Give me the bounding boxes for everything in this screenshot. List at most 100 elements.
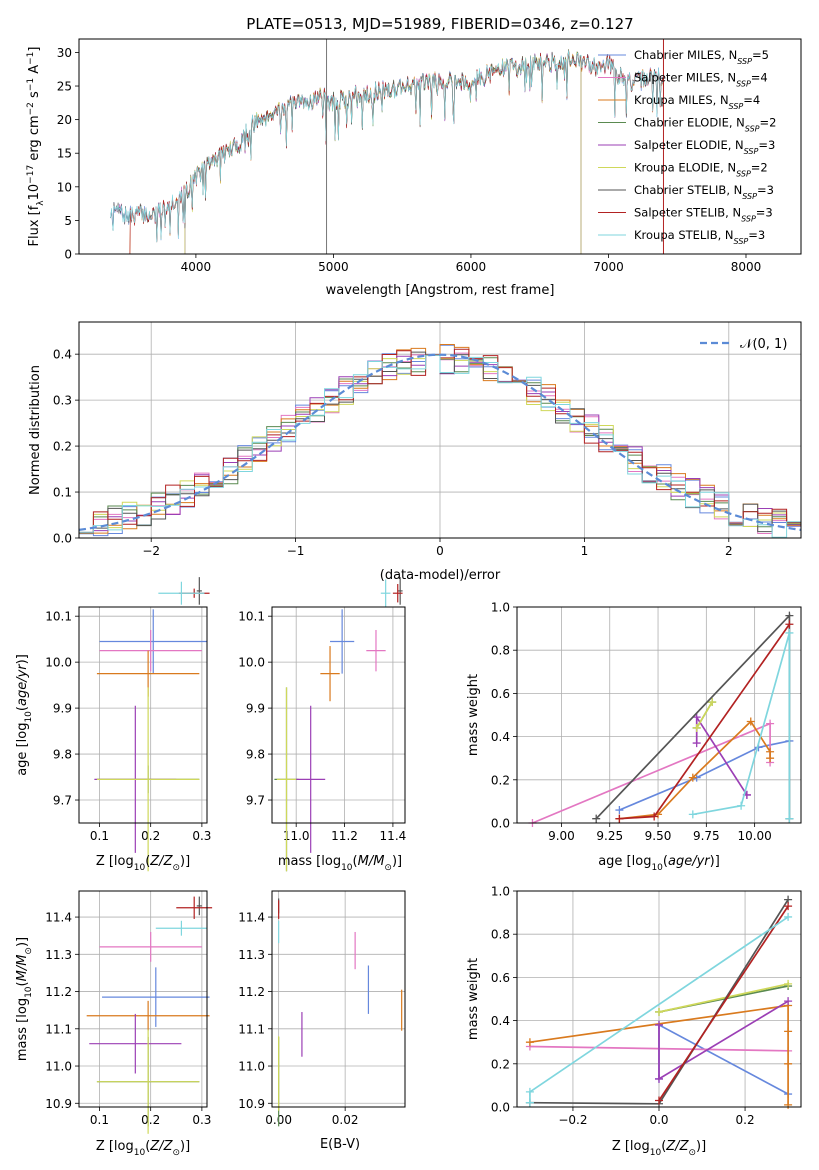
weight-point — [655, 1096, 663, 1105]
age-vs-z-x-axis-label-part: ⊙ — [172, 863, 180, 873]
age-vs-z-x-axis-label-part: Z [log — [96, 854, 134, 869]
y-tick-label: 10 — [57, 180, 72, 194]
spectrum-y-axis-label-part: λ — [36, 200, 46, 206]
mass-vs-z-y-axis-label: mass [log10(M/M⊙)] — [15, 937, 34, 1061]
weight-point — [688, 810, 697, 819]
y-tick-label: 0.4 — [491, 1014, 510, 1028]
y-tick-label: 10.9 — [45, 1097, 72, 1111]
legend-entry-count: =3 — [758, 138, 775, 152]
legend-entry: Salpeter MILES, NSSP=4 — [634, 71, 768, 89]
age_vs_mass-errorbars — [274, 577, 403, 872]
y-tick-label: 25 — [57, 80, 72, 94]
x-tick-label: 0.1 — [90, 1113, 109, 1127]
weight-point — [785, 620, 794, 629]
y-tick-label: 0.4 — [491, 730, 510, 744]
age_vs_mass-frame — [271, 606, 406, 824]
age-vs-z-x-axis-label-part: 10 — [134, 863, 146, 873]
legend-entry-sub: SSP — [729, 102, 744, 111]
y-tick-label: 11.2 — [238, 985, 265, 999]
weight-point — [766, 719, 775, 728]
weight-point — [692, 723, 701, 732]
spectrum-y-axis-label-part: ] — [27, 47, 42, 52]
weight-point — [784, 997, 793, 1006]
weight-line — [658, 905, 789, 1101]
spectrum-y-axis-label-part: A — [27, 65, 42, 78]
legend-entry-sub: SSP — [734, 237, 749, 246]
spectrum-y-axis-label-part: s — [27, 91, 42, 102]
y-tick-label: 5 — [64, 214, 72, 228]
weight-point — [692, 713, 701, 722]
legend-entry-count: =2 — [760, 116, 777, 130]
mass-vs-z-x-axis-label-part: ⊙ — [172, 1148, 180, 1158]
spectrum-y-axis-label: Flux [fλ10−17 erg cm−2 s−1 A−1] — [26, 47, 46, 247]
age-vs-z-x-axis-label-part: ( — [145, 854, 150, 869]
mass-vs-z-y-axis-label-part: )] — [15, 937, 30, 947]
y-tick-label: 0.6 — [491, 971, 510, 985]
weight-point — [615, 806, 624, 815]
y-tick-label: 10.0 — [238, 656, 265, 670]
weight-point — [784, 1100, 793, 1109]
weight-point — [746, 717, 755, 726]
legend-entry: Salpeter STELIB, NSSP=3 — [634, 206, 773, 224]
age_vs_Z-errorbars — [94, 577, 210, 872]
weight-point — [525, 1038, 534, 1047]
age-vs-mass-x-axis-label-part: ( — [353, 854, 358, 869]
mass-vs-z-x-axis-label-part: 10 — [134, 1148, 146, 1158]
x-tick-label: 7000 — [593, 260, 624, 274]
weight-point — [737, 801, 746, 810]
y-tick-label: 9.7 — [246, 794, 265, 808]
age_vs_Z-frame — [78, 606, 208, 824]
mass_vs_Z-axes: 0.1 0.2 0.3 10.9 11.0 11.1 11.2 11.3 11.4 — [45, 891, 211, 1127]
mass-vs-ebv-x-axis-label: E(B-V) — [320, 1137, 360, 1152]
legend-entry-name: Salpeter MILES, N — [634, 71, 736, 85]
weight-point — [655, 1020, 663, 1029]
spectrum-y-axis-label-part: −2 — [26, 102, 36, 115]
y-tick-label: 1.0 — [491, 601, 510, 615]
legend-entry: 𝒩(0, 1) — [740, 337, 787, 352]
y-tick-label: 1.0 — [491, 885, 510, 899]
spectrum-lines — [110, 39, 664, 254]
y-tick-label: 11.0 — [238, 1060, 265, 1074]
weight-vs-z-x-axis-label-part: 10 — [650, 1148, 662, 1158]
y-tick-label: 0.8 — [491, 644, 510, 658]
x-tick-label: 0 — [436, 544, 444, 558]
mass-vs-z-x-axis-label-part: )] — [180, 1139, 190, 1154]
weight-point — [615, 814, 624, 823]
weight-point — [784, 1027, 793, 1036]
x-tick-label: 8000 — [731, 260, 762, 274]
y-tick-label: 11.1 — [238, 1022, 265, 1036]
y-tick-label: 10.0 — [45, 656, 72, 670]
x-tick-label: 2 — [725, 544, 733, 558]
y-tick-label: 0.3 — [53, 394, 72, 408]
mass-vs-z-x-axis-label: Z [log10(Z/Z⊙)] — [96, 1139, 190, 1158]
weight-line — [619, 740, 790, 811]
x-tick-label: 1 — [581, 544, 589, 558]
x-tick-label: 0.2 — [141, 1113, 160, 1127]
spectrum-y-axis-label-part: −1 — [26, 52, 36, 65]
x-tick-label: 0.3 — [192, 829, 211, 843]
weight-point — [655, 1074, 663, 1083]
y-tick-label: 0.2 — [491, 773, 510, 787]
legend-entry-sub: SSP — [745, 124, 760, 133]
x-tick-label: −2 — [142, 544, 160, 558]
residuals-y-axis-label: Normed distribution — [28, 365, 43, 495]
weight-vs-age-x-axis-label-part: )] — [710, 854, 720, 869]
spectrum-line — [110, 49, 664, 243]
spectrum-line — [110, 50, 664, 241]
weight-point — [784, 1059, 793, 1068]
age-vs-z-x-axis-label-part: )] — [180, 854, 190, 869]
mass_vs_ebv-frame — [271, 890, 406, 1108]
mass_vs_Z-frame — [78, 890, 208, 1108]
figure-title: PLATE=0513, MJD=51989, FIBERID=0346, z=0… — [246, 15, 633, 33]
weight-point — [785, 814, 794, 823]
legend-entry-name: Chabrier MILES, N — [634, 48, 737, 62]
weight-point — [784, 912, 793, 921]
x-tick-label: 10.00 — [737, 829, 771, 843]
y-tick-label: 15 — [57, 147, 72, 161]
y-tick-label: 11.4 — [238, 911, 265, 925]
mass-vs-z-x-axis-label-part: ( — [145, 1139, 150, 1154]
y-tick-label: 20 — [57, 113, 72, 127]
weight-point — [525, 1087, 534, 1096]
weight-vs-z-y-axis-label: mass weight — [466, 958, 481, 1040]
